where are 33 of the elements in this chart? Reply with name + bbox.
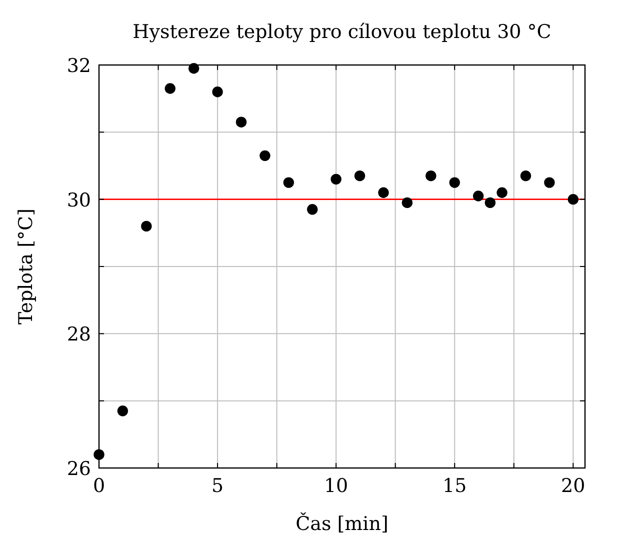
chart-title: Hystereze teploty pro cílovou teplotu 30 °C	[132, 21, 552, 43]
point	[520, 170, 532, 182]
x-tick-label: 20	[561, 475, 586, 497]
point	[568, 194, 578, 205]
point	[307, 204, 318, 215]
point	[354, 170, 366, 182]
point	[236, 116, 247, 128]
point	[402, 197, 413, 208]
x-axis-title: Čas [min]	[296, 512, 388, 535]
point	[484, 197, 496, 208]
x-tick-label: 5	[211, 475, 224, 497]
point	[472, 190, 484, 202]
y-tick-label: 28	[66, 324, 91, 346]
point	[378, 187, 389, 198]
x-tick-label: 0	[92, 475, 106, 497]
point	[117, 406, 128, 416]
y-tick-label: 30	[66, 189, 91, 212]
y-tick-label: 26	[66, 458, 91, 480]
x-tick-label: 15	[442, 475, 467, 497]
y-axis-title: Teplota [°C]	[15, 208, 37, 324]
point	[164, 83, 176, 94]
point	[141, 220, 152, 232]
point	[449, 177, 460, 188]
point	[212, 86, 223, 98]
point	[188, 63, 200, 74]
point	[426, 170, 436, 182]
point	[330, 174, 342, 185]
y-tick-label: 32	[66, 55, 91, 77]
x-tick-label: 10	[324, 475, 348, 497]
point	[496, 187, 508, 198]
point	[260, 150, 270, 162]
point	[283, 177, 294, 188]
point	[544, 177, 555, 188]
